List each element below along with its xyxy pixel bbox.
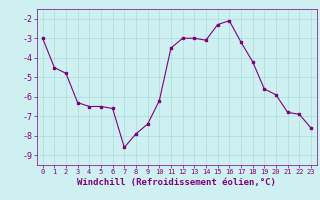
X-axis label: Windchill (Refroidissement éolien,°C): Windchill (Refroidissement éolien,°C) [77,178,276,187]
